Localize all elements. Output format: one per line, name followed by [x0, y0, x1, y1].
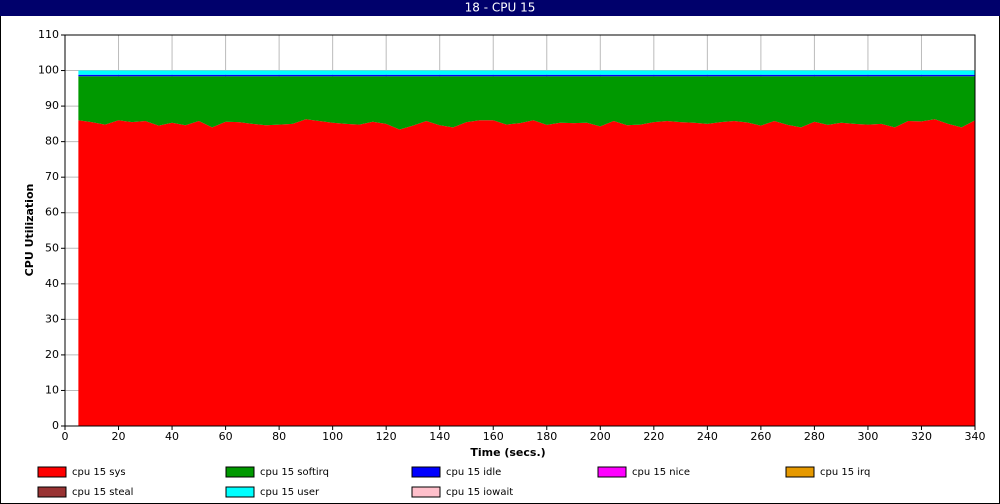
legend-swatch [37, 466, 67, 478]
legend-label: cpu 15 softirq [260, 467, 329, 478]
x-tick-label: 220 [643, 430, 664, 443]
legend-label: cpu 15 nice [632, 467, 690, 478]
y-tick-label: 30 [45, 312, 59, 325]
x-tick-label: 40 [165, 430, 179, 443]
y-tick-label: 0 [52, 419, 59, 432]
x-tick-label: 60 [219, 430, 233, 443]
x-tick-label: 280 [804, 430, 825, 443]
y-tick-label: 60 [45, 206, 59, 219]
legend-label: cpu 15 user [260, 487, 320, 498]
x-tick-label: 0 [62, 430, 69, 443]
chart-title: 18 - CPU 15 [465, 1, 536, 15]
legend-swatch [225, 486, 255, 498]
y-tick-label: 100 [38, 64, 59, 77]
y-tick-label: 20 [45, 348, 59, 361]
x-tick-label: 120 [376, 430, 397, 443]
legend-swatch [597, 466, 627, 478]
x-tick-label: 160 [483, 430, 504, 443]
y-tick-label: 10 [45, 383, 59, 396]
y-axis-label: CPU Utilization [23, 184, 36, 277]
legend-swatch [225, 466, 255, 478]
legend-label: cpu 15 iowait [446, 487, 513, 498]
x-tick-label: 340 [965, 430, 986, 443]
area [78, 119, 976, 426]
legend-label: cpu 15 idle [446, 467, 501, 478]
x-axis-label: Time (secs.) [470, 446, 545, 459]
y-tick-label: 110 [38, 28, 59, 41]
x-tick-label: 240 [697, 430, 718, 443]
x-tick-label: 300 [857, 430, 878, 443]
x-tick-label: 20 [112, 430, 126, 443]
legend-swatch [411, 486, 441, 498]
y-tick-label: 90 [45, 99, 59, 112]
y-tick-label: 50 [45, 241, 59, 254]
legend-swatch [411, 466, 441, 478]
x-tick-label: 80 [272, 430, 286, 443]
y-tick-label: 80 [45, 135, 59, 148]
plot-border [64, 34, 976, 427]
area [78, 70, 976, 75]
legend-label: cpu 15 irq [820, 467, 870, 478]
x-tick-label: 200 [590, 430, 611, 443]
x-tick-label: 180 [536, 430, 557, 443]
area [78, 76, 976, 130]
legend-swatch [37, 486, 67, 498]
title-bar [0, 0, 1000, 16]
x-tick-label: 100 [322, 430, 343, 443]
y-tick-label: 40 [45, 277, 59, 290]
legend-swatch [785, 466, 815, 478]
legend-label: cpu 15 sys [72, 467, 126, 478]
y-tick-label: 70 [45, 170, 59, 183]
legend-label: cpu 15 steal [72, 487, 133, 498]
x-tick-label: 320 [911, 430, 932, 443]
x-tick-label: 140 [429, 430, 450, 443]
area [78, 74, 976, 77]
x-tick-label: 260 [750, 430, 771, 443]
